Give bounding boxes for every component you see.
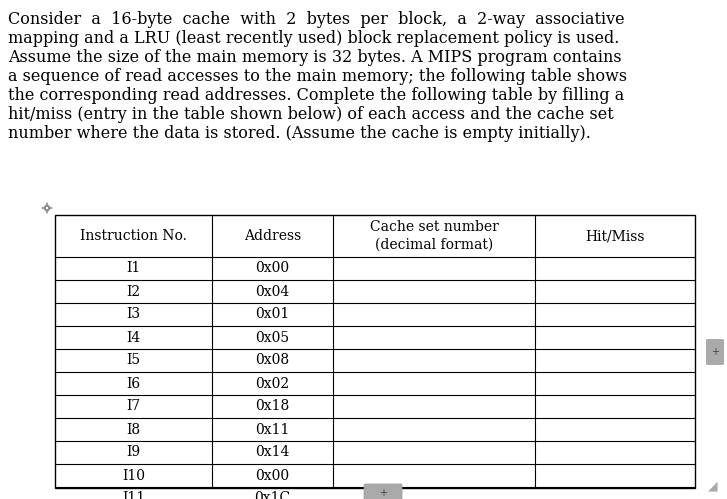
Text: I11: I11 xyxy=(122,492,145,499)
Text: I8: I8 xyxy=(126,423,140,437)
Text: +: + xyxy=(379,488,387,498)
Text: 0x18: 0x18 xyxy=(255,400,290,414)
Text: Instruction No.: Instruction No. xyxy=(80,229,187,243)
Text: Hit/Miss: Hit/Miss xyxy=(585,229,645,243)
Text: 0x05: 0x05 xyxy=(255,330,289,344)
Text: I4: I4 xyxy=(126,330,140,344)
Text: 0x14: 0x14 xyxy=(255,446,290,460)
Text: 0x00: 0x00 xyxy=(255,469,289,483)
Text: I7: I7 xyxy=(126,400,140,414)
Text: I10: I10 xyxy=(122,469,145,483)
Text: +: + xyxy=(711,347,719,357)
Text: the corresponding read addresses. Complete the following table by filling a: the corresponding read addresses. Comple… xyxy=(8,87,624,104)
Text: I5: I5 xyxy=(126,353,140,367)
Text: 0x00: 0x00 xyxy=(255,261,289,275)
Text: I3: I3 xyxy=(126,307,140,321)
Text: I6: I6 xyxy=(126,377,140,391)
Text: 0x02: 0x02 xyxy=(255,377,289,391)
Text: Address: Address xyxy=(244,229,301,243)
Bar xyxy=(55,215,695,488)
Text: hit/miss (entry in the table shown below) of each access and the cache set: hit/miss (entry in the table shown below… xyxy=(8,106,614,123)
Text: Cache set number
(decimal format): Cache set number (decimal format) xyxy=(370,221,499,251)
Text: Consider  a  16-byte  cache  with  2  bytes  per  block,  a  2-way  associative: Consider a 16-byte cache with 2 bytes pe… xyxy=(8,11,624,28)
Text: I9: I9 xyxy=(126,446,140,460)
Text: 0x04: 0x04 xyxy=(255,284,290,298)
FancyBboxPatch shape xyxy=(364,484,402,499)
Text: ◢: ◢ xyxy=(708,479,718,492)
Text: a sequence of read accesses to the main memory; the following table shows: a sequence of read accesses to the main … xyxy=(8,68,627,85)
Text: 0x11: 0x11 xyxy=(255,423,290,437)
Text: 0x1C: 0x1C xyxy=(254,492,291,499)
Text: I2: I2 xyxy=(126,284,140,298)
Text: I1: I1 xyxy=(126,261,140,275)
Text: mapping and a LRU (least recently used) block replacement policy is used.: mapping and a LRU (least recently used) … xyxy=(8,30,619,47)
Text: Assume the size of the main memory is 32 bytes. A MIPS program contains: Assume the size of the main memory is 32… xyxy=(8,49,622,66)
Text: number where the data is stored. (Assume the cache is empty initially).: number where the data is stored. (Assume… xyxy=(8,125,591,142)
Text: 0x01: 0x01 xyxy=(255,307,290,321)
FancyBboxPatch shape xyxy=(707,339,723,364)
Text: 0x08: 0x08 xyxy=(255,353,289,367)
